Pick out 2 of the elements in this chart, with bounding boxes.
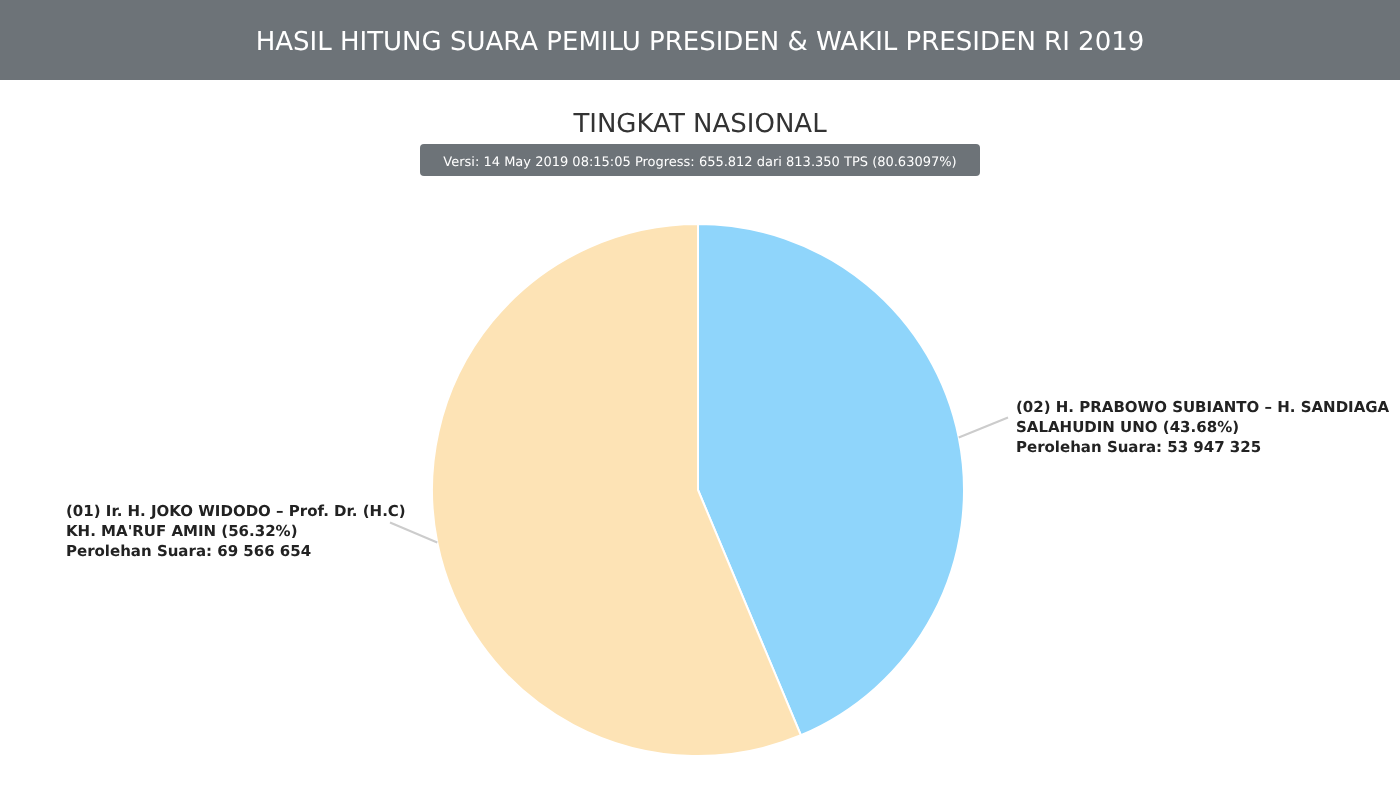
- chart-subtitle: TINGKAT NASIONAL: [571, 110, 829, 140]
- chart-title: HASIL HITUNG SUARA PEMILU PRESIDEN & WAKIL PRESIDEN RI 2019: [255, 28, 1145, 58]
